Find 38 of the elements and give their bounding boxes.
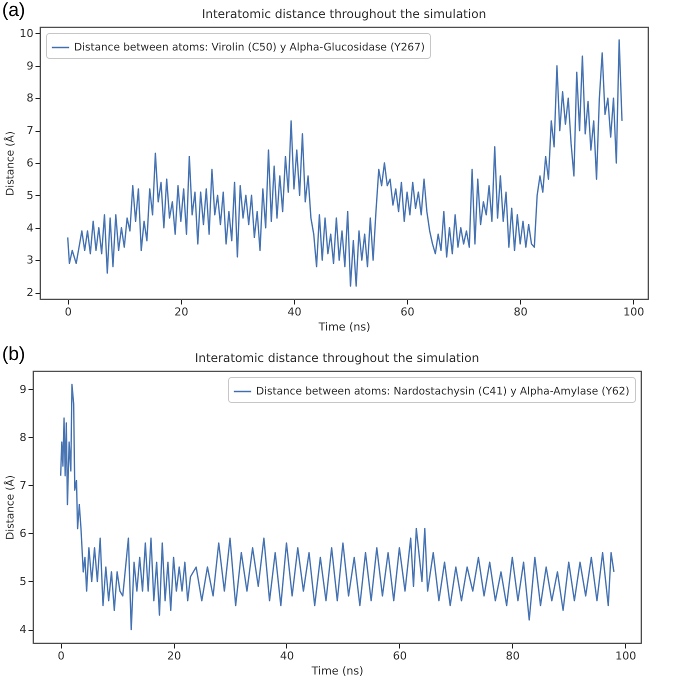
x-tick-label: 0 (58, 650, 65, 662)
x-tick-label: 20 (174, 306, 188, 318)
y-tick-label: 7 (26, 124, 34, 138)
y-tick-label: 4 (20, 623, 26, 636)
y-tick-label: 6 (20, 526, 26, 540)
x-axis-title: Time (ns) (310, 664, 364, 678)
y-tick-label: 4 (26, 221, 34, 234)
y-tick-label: 2 (26, 286, 34, 300)
y-axis-title: Distance (Å) (4, 131, 17, 196)
x-axis-title: Time (ns) (318, 320, 370, 334)
y-tick-label: 9 (26, 59, 34, 72)
y-tick-label: 9 (20, 382, 26, 396)
x-tick-label: 60 (392, 650, 407, 662)
x-tick-label: 40 (280, 650, 294, 662)
x-tick-label: 60 (400, 306, 415, 318)
y-tick-label: 3 (26, 254, 34, 267)
y-tick-label: 8 (26, 92, 34, 105)
y-axis-title: Distance (Å) (4, 475, 16, 540)
x-tick-label: 40 (287, 306, 302, 318)
text: (a) (2, 0, 26, 22)
chart-title: Interatomic distance throughout the simulation (194, 351, 480, 365)
x-tick-label: 100 (623, 306, 644, 318)
legend-label: Distance between atoms: Virolin (C50) y Alpha-Glucosidase (Y267) (74, 42, 425, 54)
legend-label: Distance between atoms: Nardostachysin (C41) y Alpha-Amylase (Y62) (256, 386, 630, 398)
y-tick-label: 6 (26, 156, 34, 170)
y-tick-label: 5 (26, 188, 34, 202)
y-tick-label: 5 (20, 574, 26, 588)
x-tick-label: 20 (167, 650, 182, 662)
y-tick-label: 10 (20, 26, 34, 40)
chart-title: Interatomic distance throughout the simulation (202, 7, 486, 21)
x-tick-label: 0 (64, 306, 72, 318)
y-tick-label: 7 (20, 478, 26, 492)
line-series (67, 39, 623, 287)
x-tick-label: 80 (506, 650, 520, 662)
x-tick-label: 80 (514, 306, 528, 318)
y-tick-label: 8 (20, 430, 26, 444)
x-tick-label: 100 (615, 650, 636, 662)
text: (b) (2, 344, 26, 366)
